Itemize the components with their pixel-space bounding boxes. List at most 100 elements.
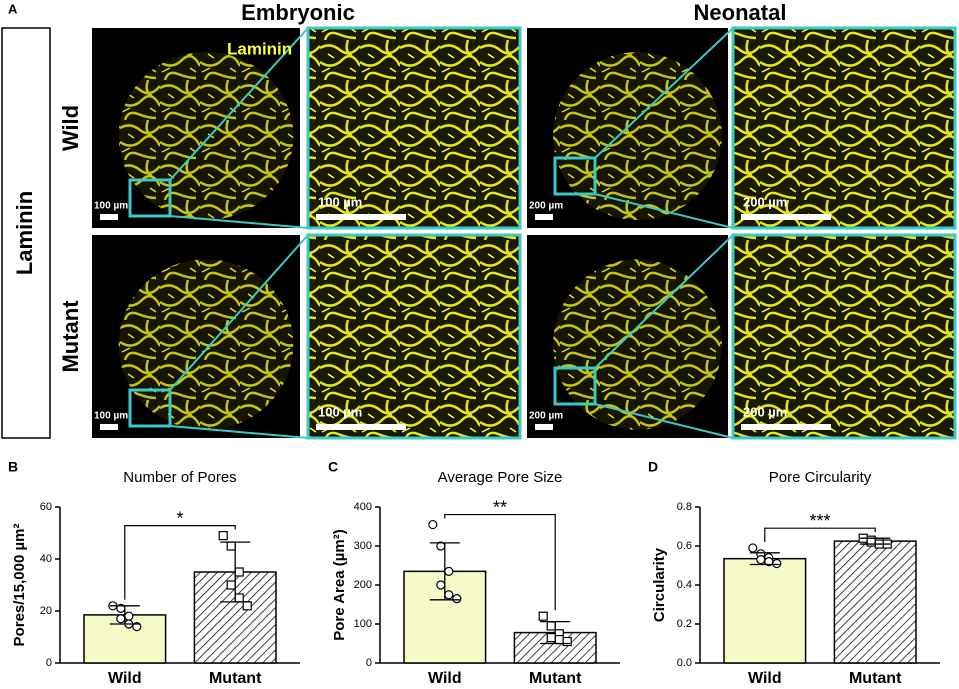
y-tick-label: 0 bbox=[46, 657, 52, 669]
y-tick-label: 0.2 bbox=[677, 618, 692, 630]
scale-bar bbox=[741, 424, 831, 430]
scale-bar bbox=[535, 424, 553, 430]
significance-bracket bbox=[764, 527, 876, 542]
bar bbox=[723, 557, 807, 664]
data-point bbox=[218, 530, 228, 541]
scale-bar-label: 200 µm bbox=[529, 411, 563, 422]
scale-bar-label: 100 µm bbox=[318, 194, 362, 209]
zoom-line bbox=[594, 403, 734, 439]
data-point bbox=[226, 541, 236, 551]
zoom-line bbox=[169, 234, 309, 391]
y-tick-label: 0.0 bbox=[677, 657, 692, 669]
y-tick-label: 0.8 bbox=[677, 501, 692, 513]
panel-label: D bbox=[648, 459, 658, 475]
data-point bbox=[546, 621, 556, 631]
y-tick-label: 0 bbox=[366, 657, 372, 669]
zoom-line bbox=[594, 27, 734, 159]
zoom-line bbox=[169, 425, 309, 439]
significance-label: * bbox=[176, 508, 183, 528]
zoom-box bbox=[553, 366, 597, 406]
data-point bbox=[124, 611, 134, 621]
scale-bar bbox=[316, 424, 406, 430]
data-point bbox=[538, 611, 548, 621]
heart-section bbox=[118, 259, 294, 430]
heart-section bbox=[118, 52, 294, 220]
stain-label: Laminin bbox=[227, 39, 292, 58]
scale-bar bbox=[316, 214, 406, 220]
micrograph bbox=[306, 233, 522, 440]
scale-bar-label: 100 µm bbox=[94, 201, 128, 212]
scale-bar bbox=[100, 214, 118, 220]
scale-bar bbox=[100, 424, 118, 430]
data-point bbox=[116, 614, 126, 624]
scale-bar-label: 100 µm bbox=[318, 404, 362, 419]
y-tick-label: 100 bbox=[354, 618, 372, 630]
panel-label: C bbox=[328, 459, 338, 475]
zoom-box bbox=[128, 178, 172, 218]
row-group-label: Laminin bbox=[12, 191, 37, 275]
panel-label: A bbox=[8, 1, 18, 16]
y-tick-label: 400 bbox=[354, 501, 372, 513]
data-point bbox=[234, 593, 244, 603]
y-tick-label: 20 bbox=[40, 605, 52, 617]
x-tick-label: Wild bbox=[428, 670, 462, 687]
zoom-line bbox=[169, 27, 309, 181]
micrograph bbox=[731, 26, 957, 230]
data-point bbox=[242, 601, 252, 611]
micrograph bbox=[731, 233, 957, 440]
x-tick-label: Wild bbox=[748, 670, 782, 687]
data-point bbox=[444, 566, 454, 576]
data-point bbox=[756, 555, 766, 565]
scale-bar-label: 200 µm bbox=[743, 194, 787, 209]
bar bbox=[833, 540, 917, 664]
data-point bbox=[428, 519, 438, 530]
significance-bracket bbox=[444, 513, 556, 611]
significance-label: *** bbox=[809, 511, 830, 531]
scale-bar-label: 100 µm bbox=[94, 411, 128, 422]
row-group-box bbox=[1, 27, 51, 439]
y-tick-label: 0.4 bbox=[677, 579, 692, 591]
data-point bbox=[226, 580, 236, 590]
y-axis-label: Pores/15,000 µm² bbox=[11, 524, 28, 647]
y-axis-label: Circularity bbox=[651, 547, 668, 622]
zoom-line bbox=[594, 193, 734, 229]
y-axis-label: Pore Area (µm²) bbox=[331, 529, 348, 640]
y-tick-label: 40 bbox=[40, 553, 52, 565]
chart-title: Number of Pores bbox=[123, 469, 236, 486]
column-header: Neonatal bbox=[694, 0, 787, 25]
scale-bar bbox=[535, 214, 553, 220]
row-label: Wild bbox=[58, 105, 83, 151]
zoom-line bbox=[594, 234, 734, 369]
x-tick-label: Mutant bbox=[849, 670, 902, 687]
data-point bbox=[866, 537, 876, 547]
data-point bbox=[748, 543, 758, 553]
scale-bar bbox=[741, 214, 831, 220]
x-tick-label: Mutant bbox=[209, 670, 262, 687]
data-point bbox=[562, 636, 572, 647]
chart-title: Pore Circularity bbox=[769, 469, 872, 486]
significance-bracket bbox=[124, 525, 236, 600]
data-point bbox=[234, 567, 244, 577]
zoom-box bbox=[128, 388, 172, 428]
significance-label: ** bbox=[493, 497, 507, 517]
chart-title: Average Pore Size bbox=[438, 469, 563, 486]
panel-label: B bbox=[8, 459, 18, 475]
data-point bbox=[444, 590, 454, 600]
micrograph bbox=[306, 26, 522, 230]
data-point bbox=[554, 634, 564, 645]
zoom-box bbox=[553, 156, 597, 196]
x-tick-label: Mutant bbox=[529, 670, 582, 687]
column-header: Embryonic bbox=[241, 0, 355, 25]
y-tick-label: 200 bbox=[354, 579, 372, 591]
scale-bar-label: 200 µm bbox=[529, 201, 563, 212]
y-tick-label: 300 bbox=[354, 540, 372, 552]
data-point bbox=[772, 558, 782, 569]
zoom-line bbox=[169, 215, 309, 229]
row-label: Mutant bbox=[58, 300, 83, 373]
data-point bbox=[452, 594, 462, 604]
data-point bbox=[436, 580, 446, 590]
x-tick-label: Wild bbox=[108, 670, 142, 687]
y-tick-label: 0.6 bbox=[677, 540, 692, 552]
